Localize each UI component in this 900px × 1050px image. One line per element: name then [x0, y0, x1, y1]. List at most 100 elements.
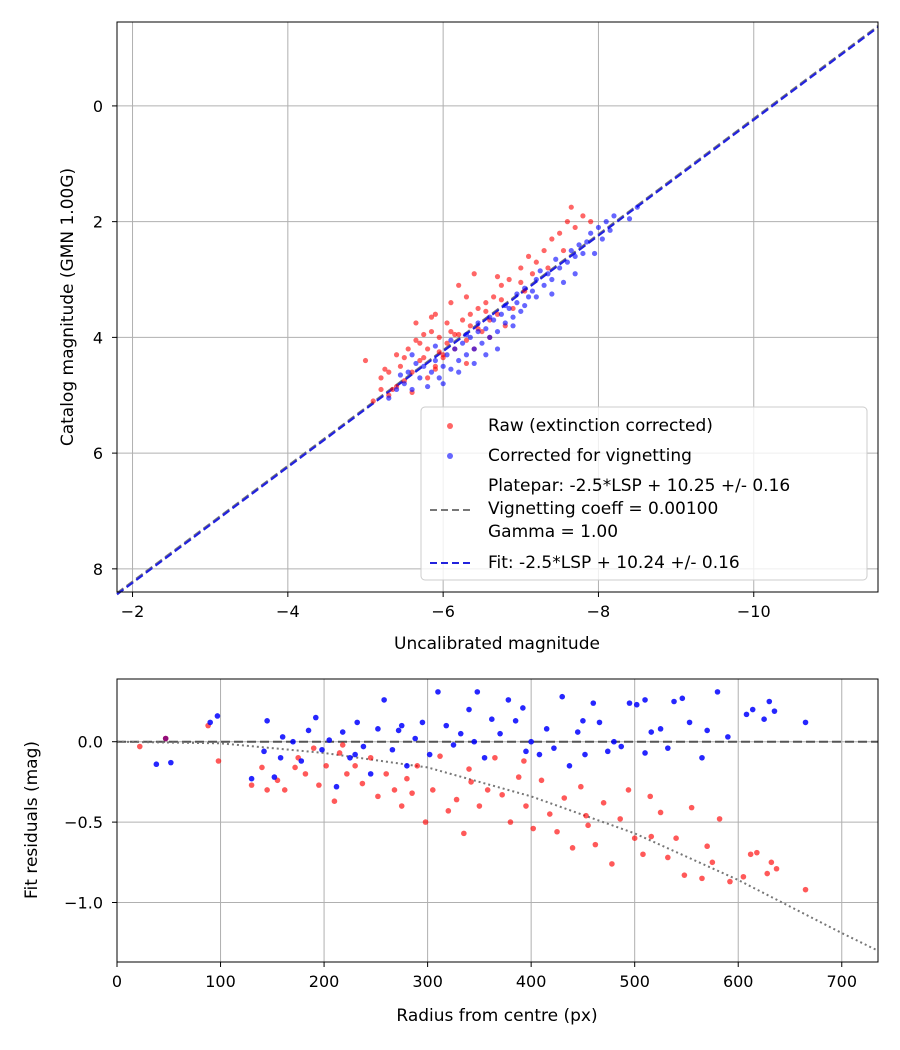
top-data-point: [421, 331, 427, 338]
residual-point: [292, 764, 298, 771]
residual-point: [435, 689, 441, 695]
top-data-point: [580, 213, 586, 219]
top-data-point: [483, 300, 489, 306]
residual-point: [507, 819, 514, 825]
residual-point: [499, 791, 505, 798]
residual-point: [367, 771, 374, 777]
residual-point: [476, 803, 483, 809]
residual-point: [352, 763, 358, 769]
residual-point: [359, 780, 366, 787]
top-data-point: [421, 355, 427, 361]
top-data-point: [580, 250, 586, 257]
residual-point: [214, 713, 221, 719]
top-data-point: [448, 337, 454, 343]
top-data-point: [409, 386, 415, 393]
residual-point: [528, 738, 534, 745]
top-data-point: [436, 334, 442, 340]
top-data-point: [432, 366, 438, 372]
residual-point: [725, 734, 731, 740]
residual-point: [443, 722, 450, 729]
residual-point: [339, 729, 346, 735]
top-data-point: [444, 320, 450, 326]
residual-point: [391, 787, 398, 793]
bottom-y-tick-label: −1.0: [64, 894, 103, 913]
residual-point: [727, 878, 733, 885]
top-data-point: [436, 349, 442, 355]
residual-point: [512, 718, 519, 724]
top-data-point: [529, 271, 536, 277]
residual-point: [153, 761, 160, 768]
legend-raw-label: Raw (extinction corrected): [488, 416, 713, 436]
residual-point: [453, 796, 460, 803]
residual-point: [600, 800, 607, 806]
residual-point: [312, 714, 319, 721]
top-data-point: [506, 276, 512, 283]
top-y-tick-label: 8: [93, 560, 103, 579]
top-data-point: [494, 311, 501, 317]
top-data-point: [471, 271, 477, 277]
top-data-point: [502, 320, 508, 326]
top-data-point: [498, 297, 504, 303]
residual-point: [281, 787, 288, 793]
top-data-point: [413, 360, 419, 367]
residual-point: [704, 727, 710, 734]
residual-point: [404, 763, 410, 769]
bottom-x-tick-label: 300: [412, 972, 443, 991]
top-data-point: [471, 360, 477, 367]
top-data-point: [518, 265, 524, 271]
top-data-point: [382, 366, 388, 372]
residual-point: [582, 751, 588, 758]
top-data-point: [428, 369, 435, 375]
top-data-point: [549, 236, 555, 242]
residual-point: [261, 748, 267, 755]
top-data-point: [510, 314, 516, 320]
residual-point: [590, 700, 597, 706]
bottom-scatter-points: [136, 689, 809, 893]
top-data-point: [572, 224, 578, 231]
residual-point: [633, 701, 640, 708]
top-data-point: [522, 302, 528, 309]
residual-point: [290, 738, 296, 745]
top-fit-lines: [116, 25, 879, 596]
top-data-point: [553, 256, 559, 262]
top-x-tick-label: −10: [737, 602, 771, 621]
residual-point: [389, 746, 396, 753]
top-data-point: [525, 294, 532, 300]
top-data-point: [514, 291, 520, 297]
top-data-point: [576, 242, 582, 248]
residual-point: [383, 771, 389, 777]
top-data-point: [405, 346, 411, 352]
top-data-point: [448, 366, 454, 372]
residual-point: [457, 730, 464, 737]
residual-point: [665, 854, 671, 861]
residual-point: [331, 798, 338, 805]
top-data-point: [494, 274, 501, 280]
residual-point: [474, 689, 481, 695]
top-data-point: [463, 331, 470, 338]
top-data-point: [502, 302, 508, 309]
legend-platepar-line-1: Platepar: -2.5*LSP + 10.25 +/- 0.16: [488, 476, 790, 496]
top-data-point: [378, 375, 384, 381]
residual-point: [412, 735, 418, 742]
residual-point: [538, 777, 545, 784]
top-ticks: −2 −4 −6 −8 −10 0 2 4 6 8: [93, 97, 771, 621]
residual-point: [277, 754, 284, 761]
residual-point: [520, 705, 526, 711]
top-data-point: [475, 320, 481, 326]
top-data-point: [545, 271, 551, 277]
residual-point: [523, 748, 529, 755]
top-data-point: [483, 326, 489, 332]
legend-corrected-marker: [447, 453, 453, 459]
residual-point: [583, 812, 589, 819]
residual-point: [699, 875, 705, 882]
top-data-point: [378, 386, 384, 393]
top-data-point: [393, 352, 400, 358]
top-data-point: [541, 247, 547, 254]
top-data-point: [386, 369, 392, 375]
top-data-point: [564, 259, 570, 265]
residual-point: [429, 787, 436, 793]
top-data-point: [432, 357, 438, 364]
residual-point: [484, 787, 491, 793]
residual-point: [679, 695, 686, 702]
residual-point: [647, 793, 654, 800]
